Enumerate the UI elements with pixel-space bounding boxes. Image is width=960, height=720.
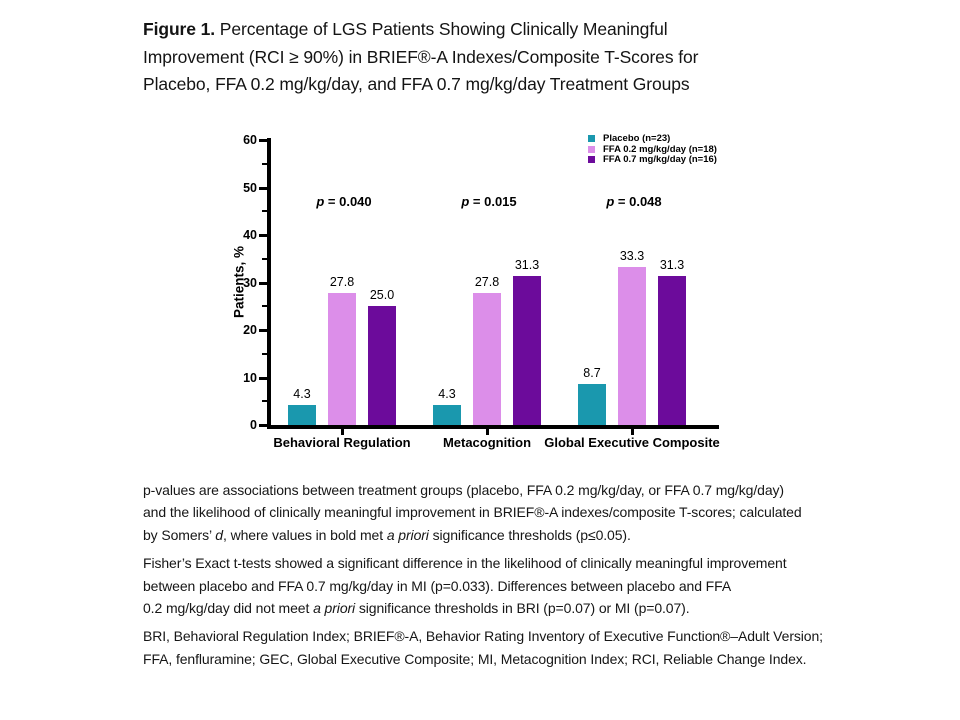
legend-swatch-icon bbox=[588, 135, 595, 142]
figure-title-line3: Placebo, FFA 0.2 mg/kg/day, and FFA 0.7 … bbox=[143, 74, 690, 94]
bar-ffa-1 bbox=[328, 292, 356, 425]
legend-swatch-icon bbox=[588, 145, 595, 153]
p-value-label: p = 0.015 bbox=[461, 194, 517, 209]
bar-ffa-3 bbox=[618, 266, 646, 425]
footnote-line: between placebo and FFA 0.7 mg/kg/day in… bbox=[143, 577, 732, 594]
x-tick bbox=[630, 429, 634, 435]
y-tick-label: 20 bbox=[243, 323, 257, 337]
y-major-tick bbox=[259, 281, 267, 285]
figure-title-line2: Improvement (RCI ≥ 90%) in BRIEF®-A Inde… bbox=[143, 46, 699, 67]
category-label: Metacognition bbox=[442, 435, 532, 450]
footnote-pvalues: p-values are associations between treatm… bbox=[143, 479, 873, 546]
legend-label: FFA 0.2 mg/kg/day (n=18) bbox=[603, 143, 717, 155]
y-tick-label: 0 bbox=[250, 418, 257, 432]
p-symbol: p bbox=[316, 194, 325, 209]
footnote-line: Fisher’s Exact t-tests showed a signific… bbox=[143, 555, 787, 572]
y-major-tick bbox=[259, 376, 267, 380]
y-tick-label: 50 bbox=[243, 180, 257, 195]
footnote-line: 0.2 mg/kg/day did not meet a priori sign… bbox=[143, 600, 690, 617]
y-axis-line bbox=[267, 138, 271, 429]
x-tick bbox=[340, 429, 344, 435]
p-symbol: p bbox=[461, 194, 470, 209]
y-major-tick bbox=[259, 234, 267, 237]
legend-label: FFA 0.7 mg/kg/day (n=16) bbox=[603, 154, 717, 166]
y-tick-label: 30 bbox=[243, 275, 257, 290]
y-major-tick bbox=[259, 139, 267, 142]
y-minor-tick bbox=[262, 257, 267, 260]
y-tick-label: 40 bbox=[243, 228, 257, 242]
legend-item: Placebo (n=23) bbox=[588, 133, 748, 144]
legend-item: FFA 0.7 mg/kg/day (n=16) bbox=[588, 154, 748, 166]
footnote-line: FFA, fenfluramine; GEC, Global Executive… bbox=[143, 650, 807, 667]
bar-ffa-2 bbox=[473, 292, 501, 425]
bar-value-label: 4.3 bbox=[438, 386, 456, 401]
y-major-tick bbox=[259, 186, 267, 190]
y-minor-tick bbox=[262, 305, 267, 308]
legend-item: FFA 0.2 mg/kg/day (n=18) bbox=[588, 143, 748, 155]
legend-label: Placebo (n=23) bbox=[603, 133, 671, 144]
y-tick-label: 10 bbox=[243, 370, 257, 385]
x-tick bbox=[485, 429, 489, 435]
p-symbol: p bbox=[606, 194, 615, 209]
bar-value-label: 8.7 bbox=[583, 365, 601, 380]
legend-swatch-icon bbox=[588, 156, 595, 164]
figure-title: Figure 1. Percentage of LGS Patients Sho… bbox=[143, 16, 843, 99]
bar-ffa-2 bbox=[513, 276, 541, 425]
y-minor-tick bbox=[262, 352, 267, 355]
p-value-label: p = 0.048 bbox=[606, 194, 662, 209]
bar-value-label: 25.0 bbox=[369, 288, 395, 303]
footnote-line: by Somers’ d, where values in bold met a… bbox=[143, 526, 631, 543]
footnote-abbreviations: BRI, Behavioral Regulation Index; BRIEF®… bbox=[143, 625, 873, 670]
y-major-tick bbox=[259, 424, 267, 427]
footnote-line: and the likelihood of clinically meaning… bbox=[143, 504, 802, 521]
y-minor-tick bbox=[262, 162, 267, 165]
category-label: Behavioral Regulation bbox=[273, 435, 411, 450]
bar-placebo-2 bbox=[433, 404, 461, 425]
y-major-tick bbox=[259, 329, 267, 332]
bar-value-label: 31.3 bbox=[514, 258, 540, 273]
footnote-fishers: Fisher’s Exact t-tests showed a signific… bbox=[143, 552, 873, 619]
bar-ffa-3 bbox=[658, 276, 686, 425]
bar-value-label: 33.3 bbox=[619, 248, 645, 263]
y-minor-tick bbox=[262, 210, 267, 213]
bar-value-label: 27.8 bbox=[329, 274, 355, 289]
bar-placebo-3 bbox=[578, 383, 606, 425]
y-axis-title: Patients, % bbox=[231, 245, 247, 319]
bar-ffa-1 bbox=[368, 306, 396, 425]
y-minor-tick bbox=[262, 400, 267, 403]
bar-placebo-1 bbox=[288, 404, 316, 425]
bar-value-label: 31.3 bbox=[659, 258, 685, 273]
category-label: Global Executive Composite bbox=[544, 435, 720, 450]
p-value-label: p = 0.040 bbox=[316, 194, 372, 209]
y-tick-label: 60 bbox=[243, 133, 257, 147]
figure-title-line1-text: Percentage of LGS Patients Showing Clini… bbox=[215, 19, 668, 39]
figure-number: Figure 1. bbox=[143, 19, 216, 39]
bar-value-label: 27.8 bbox=[474, 274, 500, 289]
footnote-line: BRI, Behavioral Regulation Index; BRIEF®… bbox=[143, 628, 823, 645]
footnote-line: p-values are associations between treatm… bbox=[143, 482, 784, 498]
bar-value-label: 4.3 bbox=[293, 386, 311, 401]
figure-title-line1: Figure 1. Percentage of LGS Patients Sho… bbox=[143, 16, 843, 44]
x-axis-line bbox=[267, 425, 719, 429]
footnotes: p-values are associations between treatm… bbox=[143, 479, 873, 676]
